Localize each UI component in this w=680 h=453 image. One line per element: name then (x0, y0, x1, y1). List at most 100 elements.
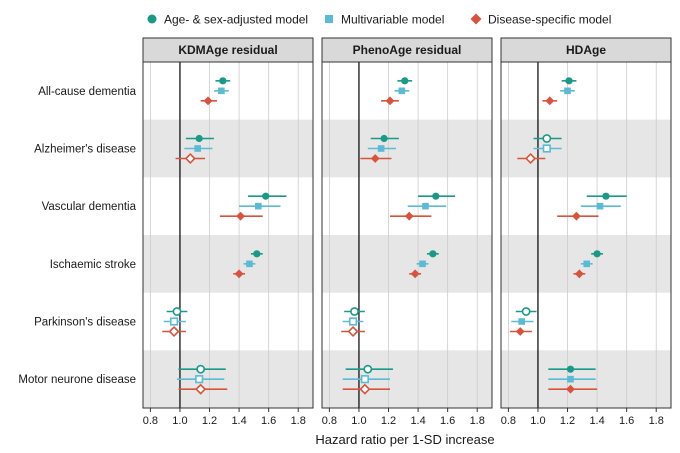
point-estimate (184, 152, 196, 165)
legend-item-disease-specific-model: Disease-specific model (470, 13, 611, 27)
point-estimate (602, 192, 610, 200)
point-estimate (168, 325, 180, 338)
row-shade (322, 119, 492, 178)
row-label-parkinson-s-disease: Parkinson's disease (34, 317, 136, 329)
point-estimate (218, 87, 225, 95)
row-shade (143, 119, 313, 178)
point-estimate (370, 154, 380, 163)
point-estimate (203, 96, 213, 106)
point-estimate (363, 364, 373, 374)
row-label-ischaemic-stroke: Ischaemic stroke (50, 259, 136, 271)
point-estimate (196, 364, 206, 374)
x-tick-label: 1.0 (530, 415, 545, 427)
row-shade (501, 119, 671, 178)
point-estimate (219, 77, 227, 85)
point-estimate (169, 317, 179, 326)
point-estimate (253, 250, 261, 258)
point-estimate (246, 260, 253, 268)
point-estimate (195, 134, 203, 143)
point-estimate (574, 269, 584, 279)
legend-item-multivariable-model: Multivariable model (325, 13, 444, 27)
point-estimate (350, 307, 359, 316)
x-tick-label: 1.0 (172, 415, 187, 427)
legend-item-age-sex-adjusted-model: Age- & sex-adjusted model (147, 13, 308, 27)
point-estimate (236, 211, 245, 221)
x-tick-label: 0.8 (143, 415, 158, 427)
panel-title: KDMAge residual (178, 43, 277, 57)
legend-label: Age- & sex-adjusted model (164, 13, 308, 27)
panel-header (321, 37, 493, 63)
point-estimate (596, 202, 604, 210)
point-estimate (195, 383, 207, 395)
point-estimate (521, 307, 531, 316)
legend-marker-circle (147, 14, 157, 24)
point-estimate (262, 192, 270, 200)
point-estimate (172, 307, 182, 316)
point-estimate (429, 250, 437, 258)
x-tick-label: 1.4 (589, 415, 604, 427)
x-tick-label: 1.6 (440, 415, 455, 427)
point-estimate (255, 202, 262, 210)
point-estimate (419, 260, 426, 268)
row-label-motor-neurone-disease: Motor neurone disease (18, 374, 136, 386)
point-estimate (401, 77, 409, 85)
panel-header (142, 37, 314, 63)
point-estimate (566, 365, 575, 373)
row-shade (143, 350, 313, 408)
x-tick-label: 1.2 (560, 415, 575, 427)
point-estimate (398, 87, 406, 95)
row-label-vascular-dementia: Vascular dementia (42, 201, 137, 213)
x-tick-label: 1.8 (291, 415, 306, 427)
row-shade (322, 235, 492, 293)
x-tick-label: 0.8 (501, 415, 516, 427)
panel-border (500, 61, 672, 409)
point-estimate (566, 384, 575, 394)
point-estimate (194, 145, 201, 152)
point-estimate (518, 318, 525, 325)
x-axis-label: Hazard ratio per 1-SD increase (315, 432, 494, 447)
panel-title: HDAge (566, 43, 606, 57)
panel-phenoage-residual: PhenoAge residual 0.8 1.0 1.2 1.4 1.6 1.8 (321, 37, 493, 427)
x-tick-label: 1.2 (381, 415, 396, 427)
x-tick-label: 0.8 (322, 415, 337, 427)
panel-header (500, 37, 672, 63)
legend-marker-diamond (470, 13, 482, 25)
point-estimate (583, 260, 591, 268)
point-estimate (377, 145, 385, 152)
legend-label: Multivariable model (341, 13, 444, 27)
x-tick-label: 1.2 (202, 415, 217, 427)
point-estimate (515, 327, 525, 336)
panel-border (321, 61, 493, 409)
point-estimate (542, 134, 552, 143)
row-labels: All-cause dementia Alzheimer's disease Vas… (18, 86, 136, 386)
point-estimate (542, 144, 551, 153)
x-tick-label: 1.6 (619, 415, 634, 427)
row-label-alzheimer-s-disease: Alzheimer's disease (34, 144, 136, 156)
point-estimate (348, 317, 358, 326)
point-estimate (422, 202, 429, 210)
panel-kdmage-residual: KDMAge residual 0.8 1.0 1.2 1.4 1.6 1.8 (142, 37, 314, 427)
point-estimate (410, 269, 420, 279)
panel-hdage: HDAge 0.8 1.0 1.2 1.4 1.6 1.8 (500, 37, 672, 427)
legend-marker-square (325, 15, 333, 23)
row-shade (143, 235, 313, 293)
point-estimate (593, 250, 601, 258)
panel-title: PhenoAge residual (353, 43, 462, 57)
point-estimate (359, 383, 371, 395)
x-tick-label: 1.0 (351, 415, 366, 427)
x-tick-label: 1.8 (470, 415, 485, 427)
point-estimate (545, 96, 555, 106)
point-estimate (347, 325, 359, 338)
x-tick-label: 1.4 (410, 415, 425, 427)
legend-label: Disease-specific model (488, 13, 611, 27)
point-estimate (525, 152, 537, 165)
point-estimate (385, 96, 395, 106)
point-estimate (567, 375, 574, 383)
point-estimate (432, 192, 440, 200)
point-estimate (404, 211, 414, 221)
x-tick-label: 1.8 (649, 415, 664, 427)
point-estimate (195, 375, 204, 384)
point-estimate (234, 269, 244, 279)
